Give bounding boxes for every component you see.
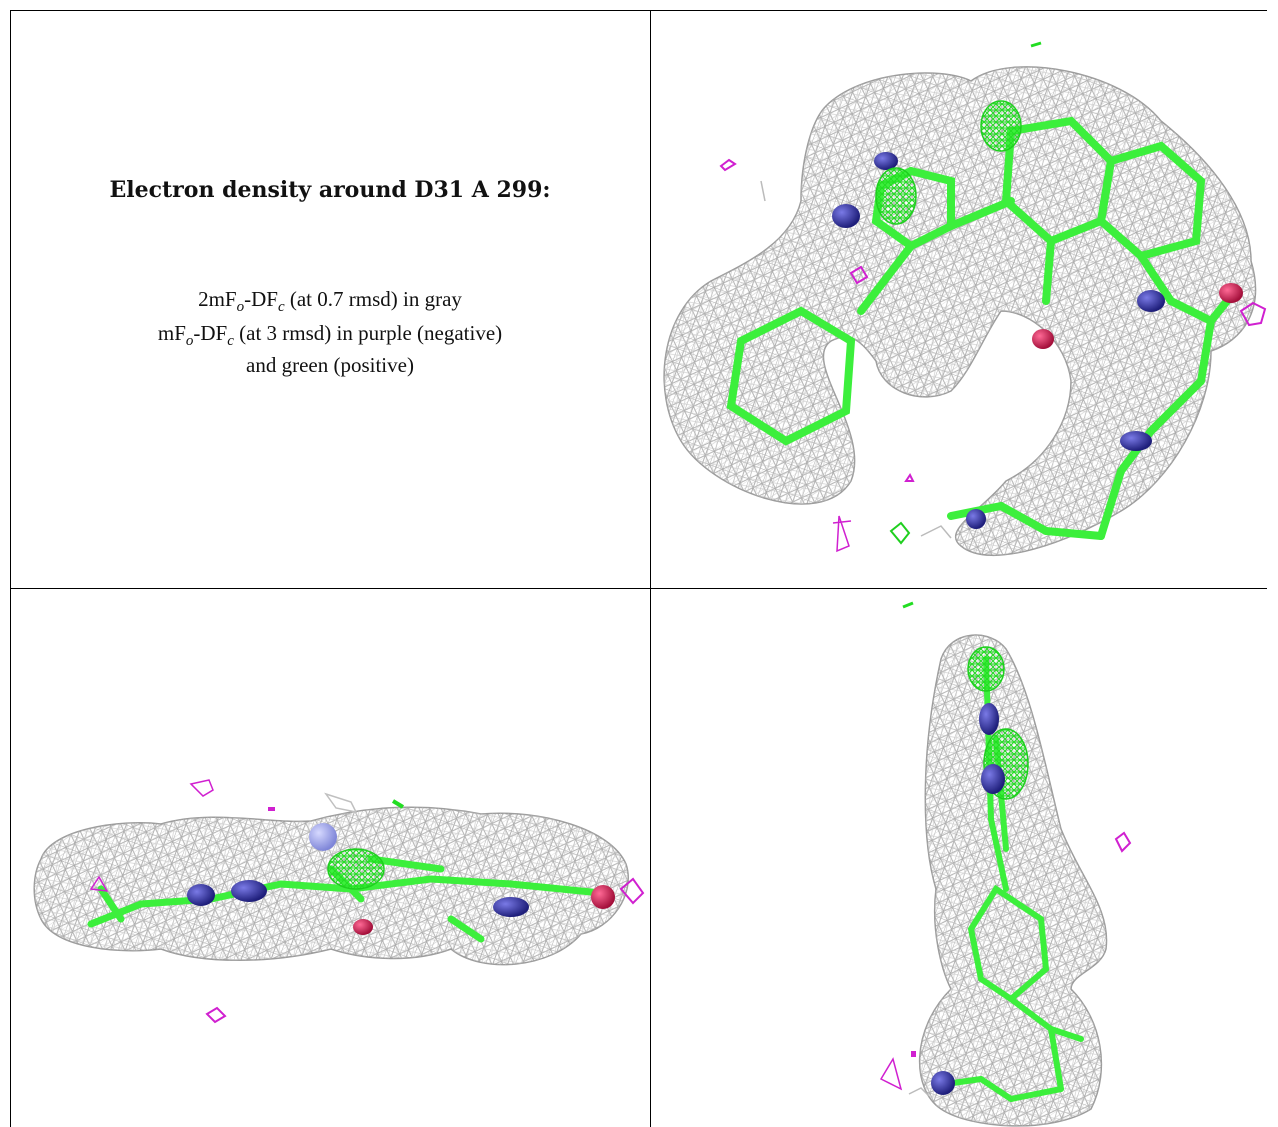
positive-density-fragment xyxy=(1030,41,1042,48)
positive-density-blob xyxy=(980,100,1022,152)
positive-density-blob xyxy=(327,848,385,890)
caption-line-2mfo: 2mFo-DFc (at 0.7 rmsd) in gray xyxy=(198,287,462,316)
negative-density-blob xyxy=(904,473,915,482)
density-view-top-right xyxy=(651,11,1267,588)
gray-mesh-overlay xyxy=(919,635,1107,1126)
gray-mesh-overlay xyxy=(664,66,1256,556)
caption-cell: Electron density around D31 A 299: 2mFo-… xyxy=(10,10,650,588)
nitrogen-atom xyxy=(493,897,529,917)
nitrogen-atom xyxy=(1120,431,1152,451)
oxygen-atom xyxy=(1032,329,1054,349)
negative-density-fragment xyxy=(911,1051,916,1057)
negative-density-blob xyxy=(1239,301,1267,327)
table-divider-vertical xyxy=(650,10,651,1127)
positive-density-blob xyxy=(875,167,917,225)
oxygen-atom xyxy=(591,885,615,909)
caption-line-green: and green (positive) xyxy=(246,353,414,377)
density-render-end xyxy=(879,601,1132,1127)
negative-density-blob xyxy=(619,877,645,905)
ion-atom xyxy=(309,823,337,851)
negative-density-blob xyxy=(205,1006,227,1024)
negative-density-fragment xyxy=(268,807,275,811)
gray-mesh-fragment xyxy=(908,1087,930,1097)
caption-line-mfo: mFo-DFc (at 3 rmsd) in purple (negative) xyxy=(157,321,503,350)
negative-density-blob xyxy=(189,779,214,797)
negative-density-blob xyxy=(1114,831,1132,853)
positive-density-fragment xyxy=(902,601,914,609)
negative-density-blob xyxy=(89,875,109,892)
gray-mesh-fragment xyxy=(760,180,952,539)
table-divider-horizontal xyxy=(10,588,1267,589)
oxygen-atom xyxy=(353,919,373,935)
density-render-side xyxy=(33,779,645,1024)
positive-density-blob xyxy=(889,521,911,545)
negative-density-blob xyxy=(719,158,737,172)
ion-atom xyxy=(966,509,986,529)
nitrogen-atom xyxy=(874,152,898,170)
negative-density-blob xyxy=(832,515,852,553)
oxygen-atom xyxy=(1219,283,1243,303)
ion-atom xyxy=(931,1071,955,1095)
nitrogen-atom xyxy=(832,204,860,228)
caption-title: Electron density around D31 A 299: xyxy=(109,177,551,203)
nitrogen-atom xyxy=(187,884,215,906)
positive-density-blob xyxy=(967,646,1005,692)
nitrogen-atom xyxy=(979,703,999,735)
positive-density-fragment xyxy=(391,799,405,809)
nitrogen-atom xyxy=(981,764,1005,794)
negative-density-blob xyxy=(879,1057,903,1091)
density-render-top xyxy=(663,41,1267,556)
density-view-bottom-left xyxy=(11,589,650,1127)
density-view-bottom-right xyxy=(651,589,1267,1127)
table-border-top xyxy=(10,10,1267,11)
negative-density-blob xyxy=(849,265,869,285)
gray-mesh-fragment xyxy=(324,792,358,814)
figure-table: Electron density around D31 A 299: 2mFo-… xyxy=(10,10,1267,1127)
nitrogen-atom xyxy=(231,880,267,902)
table-border-left xyxy=(10,10,11,1127)
nitrogen-atom xyxy=(1137,290,1165,312)
